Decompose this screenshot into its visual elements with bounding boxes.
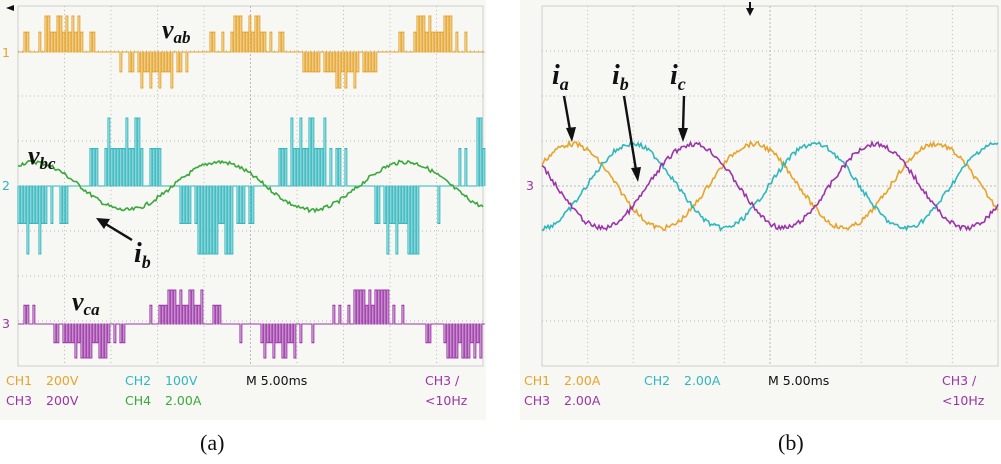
readout-ch2-scale: 2.00A bbox=[684, 373, 721, 388]
scope-screen-a: 1 2 3 vab vbc vca ib CH1 200V CH2 100V M… bbox=[0, 0, 486, 420]
readout-ch2-scale: 100V bbox=[165, 373, 198, 388]
label-vab: vab bbox=[162, 15, 191, 47]
ib-arrowhead-icon bbox=[631, 167, 641, 182]
readout-ch4-scale: 2.00A bbox=[165, 393, 202, 408]
readout-bar-a: CH1 200V CH2 100V M 5.00ms CH3 ∕ CH3 200… bbox=[6, 373, 468, 408]
scope-panel-a: 1 2 3 vab vbc vca ib CH1 200V CH2 100V M… bbox=[0, 0, 486, 420]
trace-ib bbox=[541, 139, 999, 232]
readout-ch1: CH1 bbox=[524, 373, 550, 388]
readout-trigger: CH3 ∕ bbox=[942, 373, 977, 388]
readout-trigger-freq: <10Hz bbox=[942, 393, 985, 408]
ib-pointer-arrow bbox=[622, 95, 638, 171]
traces bbox=[541, 139, 999, 232]
readout-bar-b: CH1 2.00A CH2 2.00A M 5.00ms CH3 ∕ CH3 2… bbox=[524, 373, 985, 408]
readout-ch3: CH3 bbox=[524, 393, 550, 408]
label-ib: ib bbox=[612, 60, 629, 94]
trace-vca-ch3 bbox=[18, 289, 485, 359]
trace-vbc-ch2 bbox=[17, 117, 486, 255]
ch3-ground-marker: 3 bbox=[2, 316, 10, 331]
readout-trigger-freq: <10Hz bbox=[425, 393, 468, 408]
readout-ch2: CH2 bbox=[644, 373, 670, 388]
readout-timebase: M 5.00ms bbox=[246, 373, 307, 388]
trigger-position-arrow-icon bbox=[6, 5, 14, 11]
readout-ch3: CH3 bbox=[6, 393, 32, 408]
readout-ch1: CH1 bbox=[6, 373, 32, 388]
readout-trigger: CH3 ∕ bbox=[425, 373, 460, 388]
trace-ib bbox=[17, 159, 484, 214]
trace-ic bbox=[541, 140, 999, 232]
ch1-ground-marker: 1 bbox=[2, 45, 10, 60]
caption-b: (b) bbox=[778, 430, 804, 455]
ic-arrowhead-icon bbox=[678, 128, 688, 142]
traces bbox=[17, 15, 486, 359]
label-vbc: vbc bbox=[28, 141, 56, 173]
readout-ch3-scale: 200V bbox=[46, 393, 79, 408]
label-ib: ib bbox=[134, 238, 151, 272]
ch3-ground-marker: 3 bbox=[526, 178, 534, 193]
caption-a: (a) bbox=[200, 430, 225, 455]
ib-pointer-arrow bbox=[103, 221, 133, 242]
readout-ch2: CH2 bbox=[125, 373, 151, 388]
readout-ch4: CH4 bbox=[125, 393, 151, 408]
screen-background bbox=[520, 0, 1001, 420]
label-ia: ia bbox=[552, 60, 569, 94]
graticule-grid bbox=[542, 6, 998, 366]
readout-ch3-scale: 2.00A bbox=[564, 393, 601, 408]
ib-arrowhead-icon bbox=[96, 218, 110, 229]
trigger-position-arrow-icon bbox=[746, 8, 754, 16]
ic-pointer-arrow bbox=[681, 95, 686, 131]
ia-pointer-arrow bbox=[562, 95, 572, 131]
readout-timebase: M 5.00ms bbox=[768, 373, 829, 388]
scope-panel-b: 3 ia ib ic CH1 2.00A CH2 2.00A M 5.00ms … bbox=[520, 0, 1001, 420]
label-vca: vca bbox=[72, 287, 100, 319]
readout-ch1-scale: 200V bbox=[46, 373, 79, 388]
ch2-ground-marker: 2 bbox=[2, 178, 10, 193]
ia-arrowhead-icon bbox=[566, 127, 576, 142]
trace-ia bbox=[541, 139, 999, 232]
scope-screen-b: 3 ia ib ic CH1 2.00A CH2 2.00A M 5.00ms … bbox=[520, 0, 1001, 420]
trace-vab-ch1 bbox=[18, 15, 485, 89]
label-ic: ic bbox=[670, 60, 686, 94]
readout-ch1-scale: 2.00A bbox=[564, 373, 601, 388]
